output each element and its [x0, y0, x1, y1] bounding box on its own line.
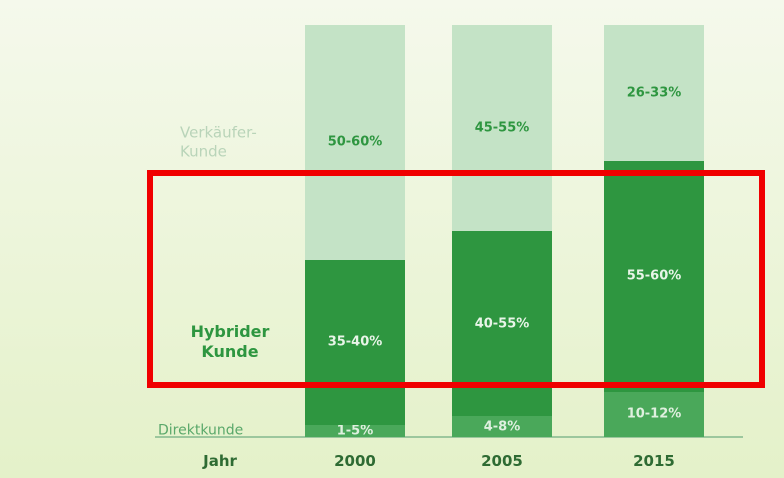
x-axis-label: Jahr: [203, 452, 237, 470]
legend-label: Direktkunde: [158, 422, 244, 439]
baseline: [155, 436, 743, 438]
data-label: 26-33%: [626, 85, 682, 101]
x-tick-label: 2005: [481, 452, 523, 470]
data-label: 1-5%: [336, 423, 374, 439]
data-label: 50-60%: [327, 134, 383, 150]
x-tick-label: 2000: [334, 452, 376, 470]
bar-segment: [452, 25, 552, 231]
bar-segment: [604, 391, 704, 437]
data-label: 10-12%: [626, 406, 682, 422]
data-label: 45-55%: [474, 120, 530, 136]
data-label: 4-8%: [483, 419, 521, 435]
bar-segment: [305, 424, 405, 437]
bar-segment: [305, 25, 405, 260]
bar-segment: [604, 25, 704, 161]
data-label: 55-60%: [626, 268, 682, 284]
bar-segment: [604, 160, 704, 392]
data-label: 40-55%: [474, 316, 530, 332]
legend-label: Hybrider Kunde: [190, 322, 270, 362]
x-tick-label: 2015: [633, 452, 675, 470]
legend-label: Verkäufer-Kunde: [180, 123, 257, 161]
bar-segment: [305, 259, 405, 425]
highlight-box: [147, 170, 765, 388]
data-label: 35-40%: [327, 334, 383, 350]
bar-segment: [452, 416, 552, 437]
